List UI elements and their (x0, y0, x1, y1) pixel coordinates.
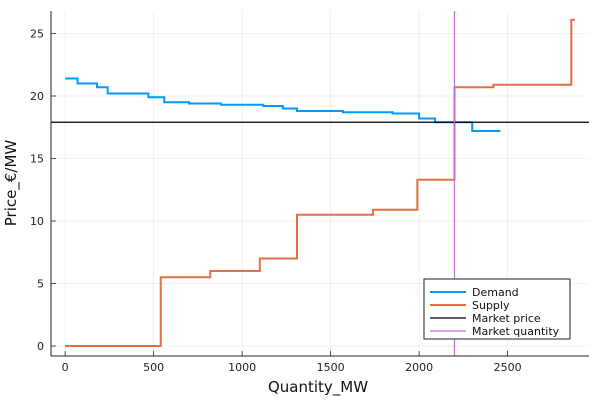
supply-series-line (65, 18, 575, 347)
x-tick-label: 0 (62, 361, 69, 374)
plot-area (51, 11, 589, 356)
legend-label-market-price: Market price (472, 312, 541, 325)
x-tick-label: 1500 (317, 361, 345, 374)
demand-series-line (65, 77, 501, 132)
x-tick-label: 2500 (494, 361, 522, 374)
y-tick-label: 5 (37, 278, 44, 291)
y-tick-label: 15 (30, 153, 44, 166)
x-tick-label: 500 (143, 361, 164, 374)
legend-label-demand: Demand (472, 286, 519, 299)
x-tick-label: 1000 (228, 361, 256, 374)
legend-label-supply: Supply (472, 299, 510, 312)
axes (50, 11, 589, 357)
y-tick-label: 0 (37, 340, 44, 353)
legend-box (423, 278, 571, 340)
y-tick-label: 25 (30, 28, 44, 41)
x-tick-label: 2000 (405, 361, 433, 374)
y-tick-label: 20 (30, 90, 44, 103)
y-tick-label: 10 (30, 215, 44, 228)
legend-label-market-quantity: Market quantity (472, 325, 560, 338)
x-axis-title: Quantity_MW (268, 378, 368, 397)
tick-labels: 0 500 1000 1500 2000 2500 0 5 10 15 20 25 (30, 28, 522, 375)
y-axis-title: Price_€/MW (2, 140, 21, 227)
